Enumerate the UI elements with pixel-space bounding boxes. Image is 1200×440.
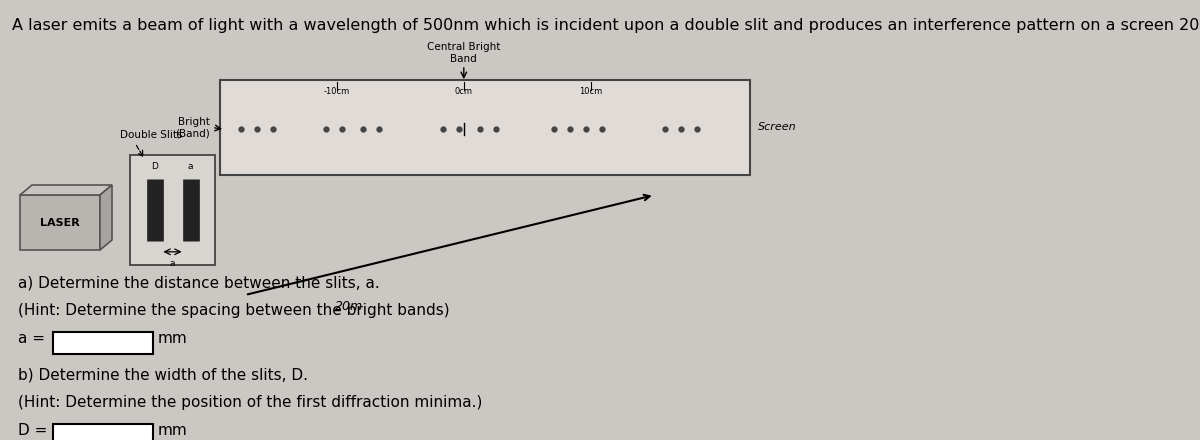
Text: mm: mm — [158, 423, 187, 438]
Text: a: a — [169, 259, 175, 268]
Text: Double Slits: Double Slits — [120, 130, 182, 140]
Text: mm: mm — [158, 331, 187, 346]
Text: (Hint: Determine the spacing between the bright bands): (Hint: Determine the spacing between the… — [18, 303, 450, 318]
Polygon shape — [100, 185, 112, 250]
Text: Central Bright
Band: Central Bright Band — [427, 42, 500, 64]
Bar — [53, 332, 154, 354]
Text: Bright
(Band): Bright (Band) — [175, 117, 210, 138]
Text: (Hint: Determine the position of the first diffraction minima.): (Hint: Determine the position of the fir… — [18, 395, 482, 410]
Text: a =: a = — [18, 331, 50, 346]
Text: 10cm: 10cm — [580, 87, 602, 96]
Text: a) Determine the distance between the slits, a.: a) Determine the distance between the sl… — [18, 275, 379, 290]
Text: Screen: Screen — [758, 122, 797, 132]
Text: D: D — [151, 162, 158, 171]
Bar — [20, 195, 100, 250]
Bar — [130, 155, 215, 265]
Text: LASER: LASER — [40, 217, 80, 227]
Text: A laser emits a beam of light with a wavelength of 500nm which is incident upon : A laser emits a beam of light with a wav… — [12, 18, 1200, 33]
Polygon shape — [20, 185, 112, 195]
Bar — [53, 424, 154, 440]
Text: 20m: 20m — [335, 300, 364, 313]
Text: b) Determine the width of the slits, D.: b) Determine the width of the slits, D. — [18, 367, 308, 382]
Text: 0cm: 0cm — [455, 87, 473, 96]
Bar — [220, 80, 750, 175]
Text: a: a — [187, 162, 193, 171]
Text: D =: D = — [18, 423, 53, 438]
Text: -10cm: -10cm — [324, 87, 349, 96]
